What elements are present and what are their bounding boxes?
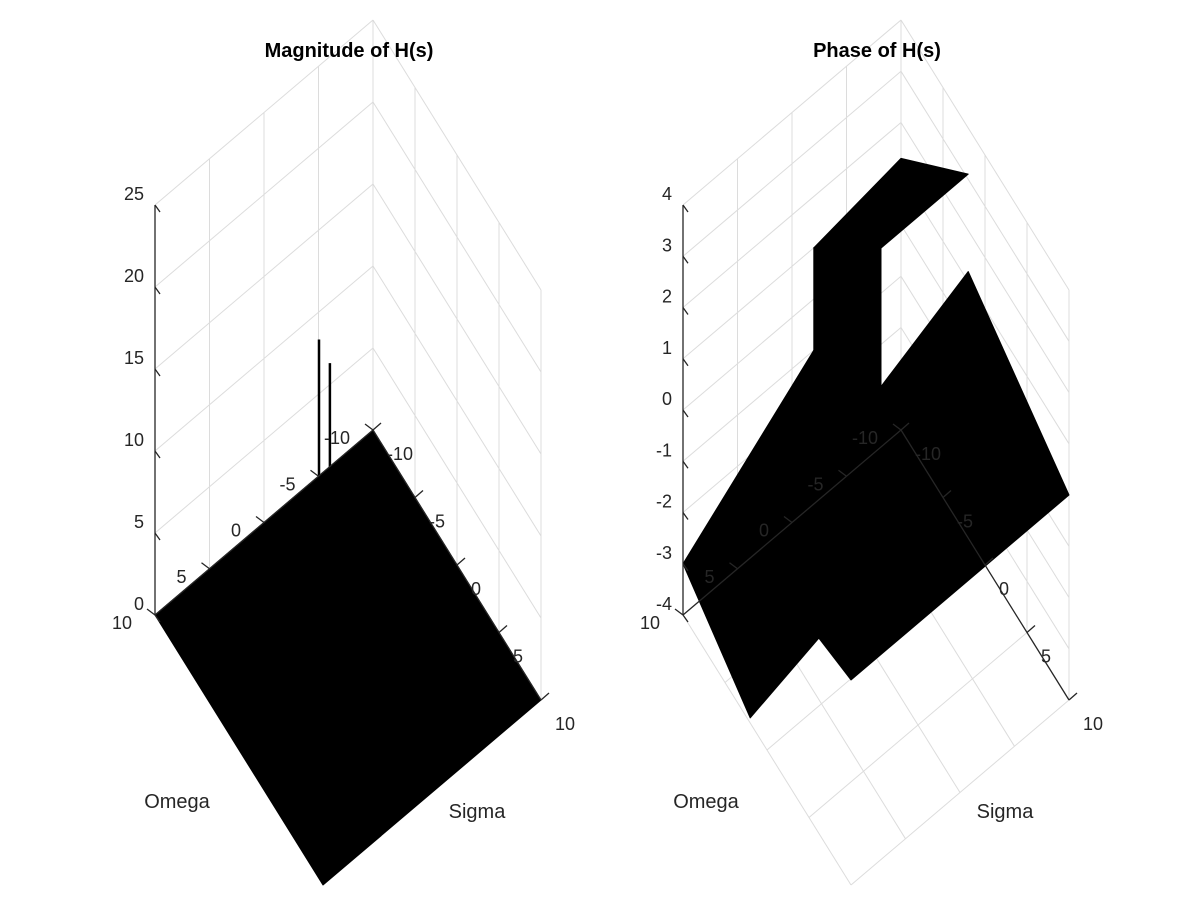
z-tick xyxy=(682,409,689,418)
sigma-tick-label: 5 xyxy=(1041,647,1051,667)
z-tick-label: -3 xyxy=(656,543,672,563)
wall-grid-line-h xyxy=(154,347,374,534)
sigma-tick xyxy=(372,422,382,431)
z-tick-label: 1 xyxy=(662,338,672,358)
phase-title: Phase of H(s) xyxy=(813,40,941,62)
magnitude-subplot: 0 5 10 15 20 25 -10 -5 0 5 10 -10 -5 0 5 10 Magnitude o… xyxy=(112,19,575,886)
z-tick xyxy=(682,563,689,572)
omega-tick xyxy=(201,562,210,570)
z-tick-label: 15 xyxy=(124,348,144,368)
wall-grid-line-h xyxy=(900,71,1070,342)
z-tick xyxy=(154,614,161,623)
omega-tick xyxy=(146,608,156,616)
sigma-tick xyxy=(540,692,550,701)
sigma-tick-label: -10 xyxy=(387,444,413,464)
wall-grid-line-h xyxy=(682,122,902,308)
magnitude-omega-label: Omega xyxy=(144,791,210,813)
omega-tick-label: 10 xyxy=(640,613,660,633)
z-tick xyxy=(154,286,161,295)
z-tick xyxy=(682,460,689,469)
wall-grid-line-h xyxy=(154,101,374,288)
z-tick-label: -1 xyxy=(656,440,672,460)
sigma-tick-label: 10 xyxy=(555,714,575,734)
z-tick xyxy=(682,204,689,213)
omega-tick-label: -10 xyxy=(324,428,350,448)
omega-tick-label: 5 xyxy=(704,567,714,587)
omega-tick xyxy=(310,469,319,477)
sigma-tick-label: -5 xyxy=(957,512,973,532)
wall-grid-line-h xyxy=(372,265,542,537)
z-tick xyxy=(682,358,689,367)
omega-tick xyxy=(674,608,684,616)
phase-jump-face xyxy=(813,247,882,567)
sigma-tick-label: 0 xyxy=(999,579,1009,599)
omega-tick-label: -10 xyxy=(852,428,878,448)
z-tick-label: -2 xyxy=(656,492,672,512)
z-tick-label: 2 xyxy=(662,287,672,307)
omega-tick xyxy=(892,423,902,431)
omega-tick-label: -5 xyxy=(279,474,295,494)
sigma-tick xyxy=(900,422,910,431)
wall-grid-line-h xyxy=(372,183,542,455)
z-tick xyxy=(154,368,161,377)
phase-omega-label: Omega xyxy=(673,791,739,813)
wall-grid-line-h xyxy=(372,347,542,619)
floor-grid-line-y xyxy=(682,614,852,886)
wall-grid-line-h xyxy=(372,101,542,373)
sigma-tick xyxy=(414,490,424,498)
z-tick xyxy=(682,255,689,264)
sigma-tick xyxy=(1068,692,1078,701)
omega-tick-label: 5 xyxy=(176,567,186,587)
omega-tick-label: 10 xyxy=(112,613,132,633)
z-tick-label: 5 xyxy=(134,512,144,532)
sigma-tick-label: -5 xyxy=(429,512,445,532)
wall-grid-line-h xyxy=(682,19,902,206)
omega-tick xyxy=(729,562,738,570)
wall-grid-line-h xyxy=(900,19,1070,291)
magnitude-axes: 0 5 10 15 20 25 -10 -5 0 5 10 -10 -5 0 5 10 xyxy=(112,184,575,734)
omega-tick-label: 0 xyxy=(759,521,769,541)
z-tick-label: 20 xyxy=(124,266,144,286)
magnitude-sigma-label: Sigma xyxy=(449,801,507,823)
z-tick-label: 3 xyxy=(662,235,672,255)
omega-tick xyxy=(838,469,847,477)
wall-grid-line-h xyxy=(154,183,374,370)
omega-tick-label: -5 xyxy=(807,474,823,494)
magnitude-title: Magnitude of H(s) xyxy=(265,40,434,62)
sigma-tick-label: -10 xyxy=(915,444,941,464)
omega-tick-label: 0 xyxy=(231,521,241,541)
z-tick-label: 25 xyxy=(124,184,144,204)
wall-grid-line-h xyxy=(682,70,902,257)
phase-sigma-label: Sigma xyxy=(977,801,1035,823)
sigma-tick xyxy=(1026,625,1036,633)
z-tick-label: 0 xyxy=(662,389,672,409)
z-tick-label: 4 xyxy=(662,184,672,204)
omega-tick xyxy=(783,515,793,524)
z-tick xyxy=(154,532,161,541)
z-tick-label: 0 xyxy=(134,594,144,614)
omega-tick xyxy=(364,423,374,431)
wall-grid-line-h xyxy=(154,265,374,452)
sigma-tick xyxy=(456,557,466,566)
z-tick xyxy=(154,204,161,213)
z-tick xyxy=(682,614,689,623)
z-tick xyxy=(154,450,161,459)
sigma-tick xyxy=(942,490,952,498)
sigma-tick-label: 0 xyxy=(471,579,481,599)
sigma-tick xyxy=(984,557,994,566)
phase-surface xyxy=(682,157,1070,719)
sigma-tick-label: 10 xyxy=(1083,714,1103,734)
sigma-tick-label: 5 xyxy=(513,647,523,667)
z-tick xyxy=(682,307,689,315)
omega-tick xyxy=(255,515,265,524)
wall-grid-line-h xyxy=(154,19,374,206)
z-tick-label: -4 xyxy=(656,594,672,614)
sigma-tick xyxy=(498,625,508,633)
z-tick xyxy=(682,512,689,520)
z-tick-label: 10 xyxy=(124,430,144,450)
wall-grid-line-h xyxy=(372,19,542,291)
